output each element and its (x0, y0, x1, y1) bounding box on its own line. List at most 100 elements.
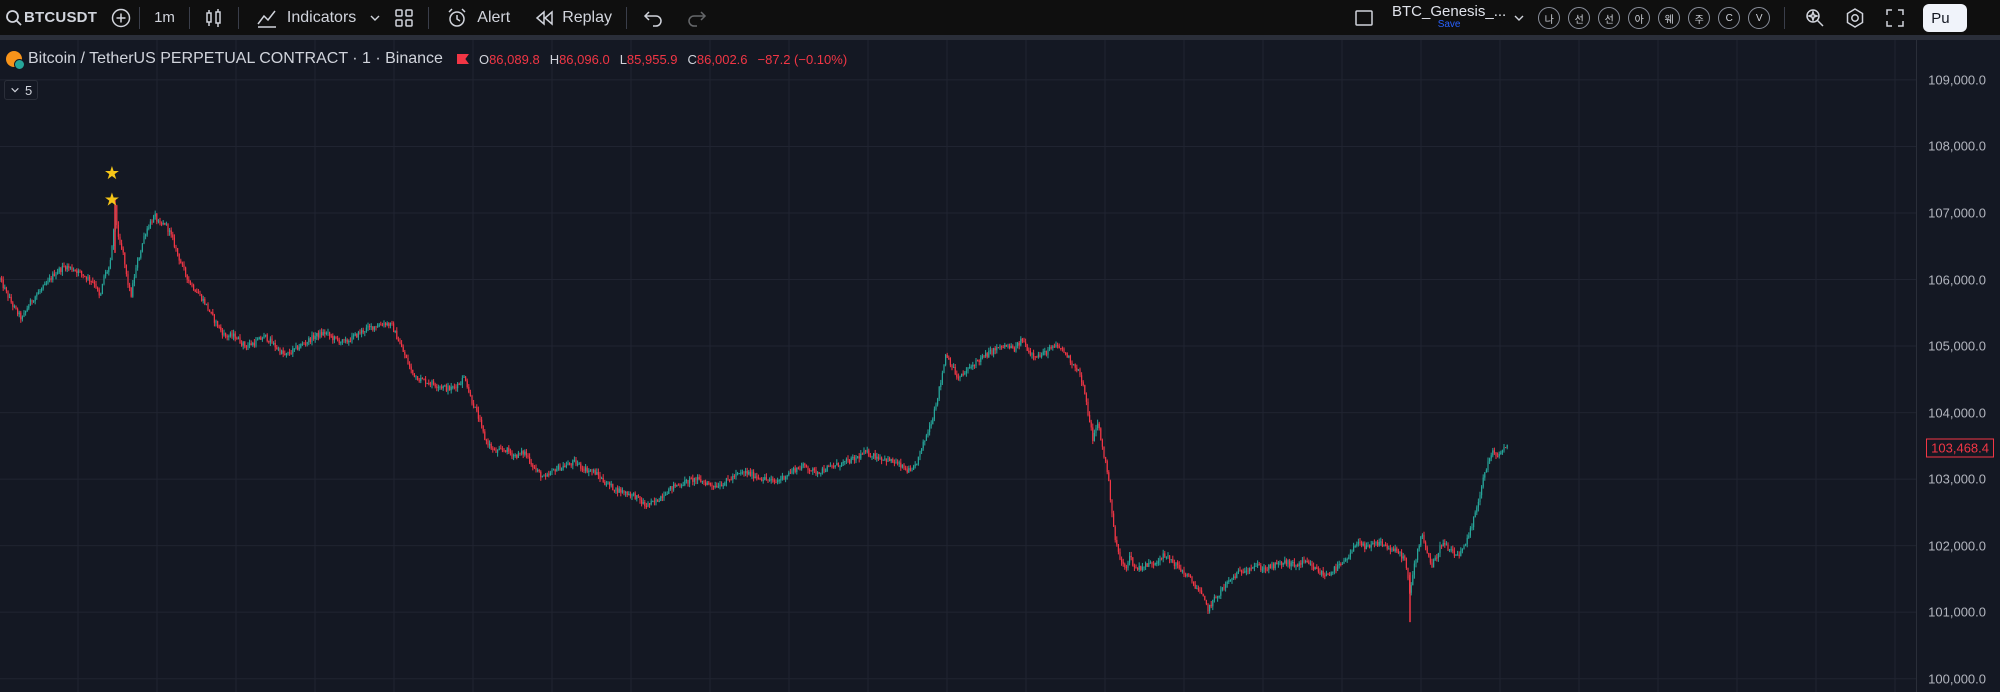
candle-body (378, 324, 380, 327)
quick-button[interactable]: 선 (1568, 7, 1591, 29)
square-icon[interactable] (1350, 4, 1378, 32)
quick-button[interactable]: 선 (1598, 7, 1621, 29)
candle-body (1210, 604, 1212, 607)
interval-button[interactable]: 1m (154, 9, 175, 26)
candle-body (346, 339, 348, 343)
chevron-down-icon[interactable] (366, 4, 384, 32)
candle-body (1095, 427, 1097, 433)
candle-body (428, 383, 430, 385)
candle-body (415, 376, 417, 378)
candle-body (463, 376, 465, 378)
price-axis-label: 101,000.0 (1928, 604, 1986, 620)
candle-body (1505, 447, 1507, 449)
candle-body (1004, 344, 1006, 348)
candle-body (799, 468, 801, 470)
candles-chart-type-icon[interactable] (200, 4, 228, 32)
candle-body (841, 462, 843, 467)
candle-body (57, 272, 59, 274)
quick-button[interactable]: V (1748, 7, 1771, 29)
candle-body (485, 439, 487, 441)
candle-body (1242, 572, 1244, 574)
price-axis[interactable]: 109,000.0 108,000.0 107,000.0 106,000.0 105,… (1916, 40, 2000, 692)
candle-body (421, 378, 423, 380)
layout-grid-icon[interactable] (390, 4, 418, 32)
candle-body (1345, 559, 1347, 561)
candle-body (31, 300, 33, 302)
candle-body (1085, 394, 1087, 402)
candle-body (1255, 565, 1257, 567)
candle-body (497, 450, 499, 453)
legend-collapse-button[interactable]: 5 (4, 80, 39, 100)
candle-body (516, 454, 518, 458)
candle-body (426, 383, 428, 385)
candle-body (1209, 604, 1211, 612)
candle-body (338, 339, 340, 344)
candle-body (1121, 559, 1123, 562)
candle-body (50, 278, 52, 280)
candle-body (1489, 458, 1491, 462)
candle-body (650, 501, 652, 505)
candle-body (1050, 347, 1052, 349)
candle-body (487, 440, 489, 446)
candle-body (997, 347, 999, 349)
redo-icon[interactable] (683, 4, 711, 32)
compare-add-icon[interactable] (107, 4, 135, 32)
candle-body (244, 341, 246, 347)
quick-button[interactable]: 웨 (1658, 7, 1681, 29)
indicators-button[interactable]: Indicators (243, 0, 366, 36)
undo-icon[interactable] (639, 4, 667, 32)
candle-body (1052, 346, 1054, 348)
candle-body (231, 333, 233, 337)
candle-body (1114, 526, 1116, 541)
symbol-search-button[interactable]: BTCUSDT (0, 0, 107, 36)
candle-body (321, 332, 323, 336)
candle-body (271, 338, 273, 344)
candle-body (113, 230, 115, 247)
quick-search-icon[interactable] (1801, 4, 1829, 32)
candle-body (1359, 541, 1361, 543)
quick-button[interactable]: 나 (1538, 7, 1561, 29)
alert-button[interactable]: Alert (433, 0, 520, 36)
candle-body (927, 432, 929, 436)
candle-body (725, 478, 727, 484)
candle-body (665, 494, 667, 496)
settings-icon[interactable] (1841, 4, 1869, 32)
candle-body (164, 222, 166, 225)
candle-body (122, 248, 124, 253)
candle-body (889, 458, 891, 462)
candle-body (461, 377, 463, 385)
layout-name-button[interactable]: BTC_Genesis_... Save (1388, 4, 1510, 31)
candle-body (213, 314, 215, 323)
candle-body (865, 450, 867, 452)
candle-body (500, 448, 502, 450)
replay-button[interactable]: Replay (520, 0, 622, 36)
candle-body (1253, 566, 1255, 568)
price-chart[interactable]: ★★ (0, 40, 1916, 692)
candle-body (89, 276, 91, 281)
candle-body (805, 464, 807, 468)
quick-button[interactable]: 아 (1628, 7, 1651, 29)
quick-button[interactable]: 주 (1688, 7, 1711, 29)
candle-body (775, 482, 777, 484)
star-marker-icon: ★ (104, 190, 120, 211)
candle-body (274, 342, 276, 348)
candle-body (165, 223, 167, 225)
flag-icon[interactable] (456, 54, 469, 64)
candle-body (1143, 566, 1145, 568)
chevron-down-icon (11, 87, 19, 93)
candle-body (1013, 347, 1015, 352)
candle-body (655, 499, 657, 503)
candle-body (255, 340, 257, 346)
alert-label: Alert (477, 8, 511, 26)
chevron-down-icon[interactable] (1510, 4, 1528, 32)
candle-body (367, 325, 369, 328)
fullscreen-icon[interactable] (1881, 4, 1909, 32)
symbol-title[interactable]: Bitcoin / TetherUS PERPETUAL CONTRACT · … (28, 50, 443, 67)
candle-body (412, 369, 414, 374)
publish-button[interactable]: Pu (1923, 4, 1968, 32)
candle-body (1161, 558, 1163, 560)
candle-body (1404, 556, 1406, 558)
candle-body (991, 350, 993, 355)
quick-button[interactable]: C (1718, 7, 1741, 29)
candle-body (396, 330, 398, 340)
